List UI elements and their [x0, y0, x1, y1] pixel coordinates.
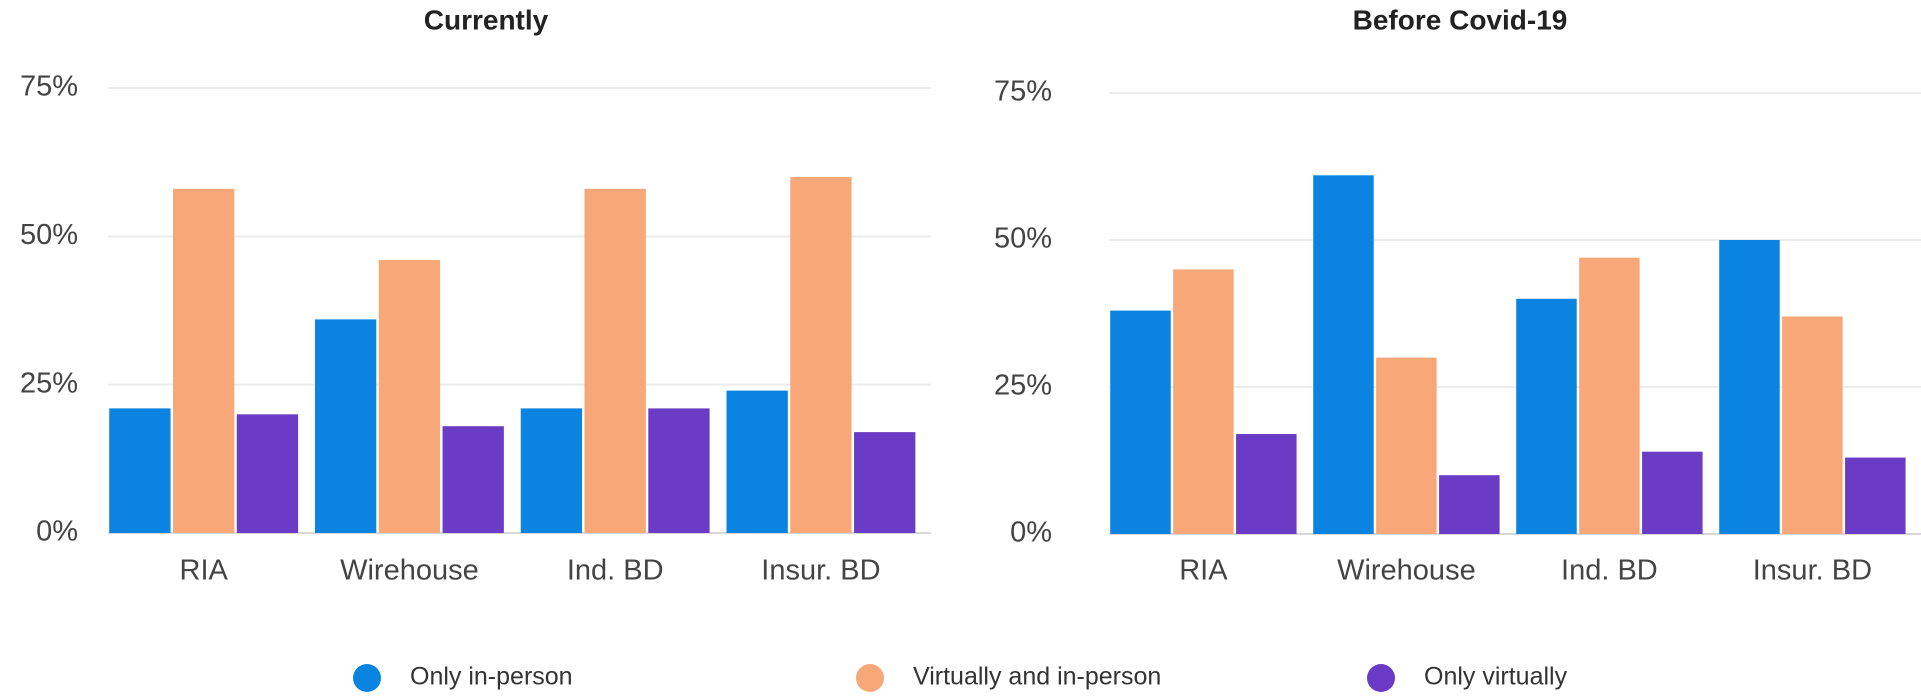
x-tick-label: Insur. BD: [761, 555, 880, 587]
x-tick-label: Ind. BD: [567, 555, 664, 587]
bar: [442, 426, 504, 533]
legend-label: Only virtually: [1424, 663, 1568, 691]
y-tick-label: 0%: [1010, 517, 1052, 549]
legend-marker: [1367, 664, 1395, 692]
bar: [584, 188, 646, 533]
bar: [378, 260, 441, 533]
bar: [1236, 434, 1297, 534]
y-tick-label: 50%: [20, 219, 78, 251]
y-tick-label: 75%: [994, 76, 1052, 108]
y-tick-label: 0%: [36, 516, 78, 548]
x-tick-label: Wirehouse: [340, 555, 479, 587]
legend-label: Only in-person: [410, 663, 573, 691]
bar: [726, 390, 788, 533]
bar: [1579, 257, 1640, 534]
bar: [1845, 457, 1906, 534]
x-tick-label: Wirehouse: [1337, 555, 1476, 587]
bar: [790, 177, 852, 533]
x-tick-label: Ind. BD: [1561, 555, 1658, 587]
bar: [1642, 451, 1703, 534]
legend-marker: [856, 664, 884, 692]
bar: [1516, 298, 1577, 534]
bar: [1173, 269, 1234, 534]
bar: [1439, 475, 1500, 534]
bar: [520, 408, 583, 533]
y-tick-label: 50%: [994, 223, 1052, 255]
legend-label: Virtually and in-person: [913, 663, 1161, 691]
bar: [1376, 357, 1437, 534]
x-tick-label: Insur. BD: [1753, 555, 1872, 587]
bar: [109, 408, 171, 533]
chart-title: Currently: [424, 4, 549, 35]
bar: [854, 432, 916, 533]
bar: [314, 319, 377, 533]
bar: [1719, 240, 1780, 534]
bar: [1782, 316, 1843, 534]
bar: [1110, 310, 1171, 534]
x-tick-label: RIA: [1179, 555, 1228, 587]
bar: [173, 188, 235, 533]
y-tick-label: 75%: [20, 71, 78, 103]
legend-marker: [353, 664, 381, 692]
bar: [236, 414, 299, 533]
chart-title: Before Covid-19: [1353, 4, 1568, 35]
x-tick-label: RIA: [180, 555, 229, 587]
y-tick-label: 25%: [994, 370, 1052, 402]
bar: [648, 408, 710, 533]
y-tick-label: 25%: [20, 367, 78, 399]
bar: [1313, 175, 1374, 534]
